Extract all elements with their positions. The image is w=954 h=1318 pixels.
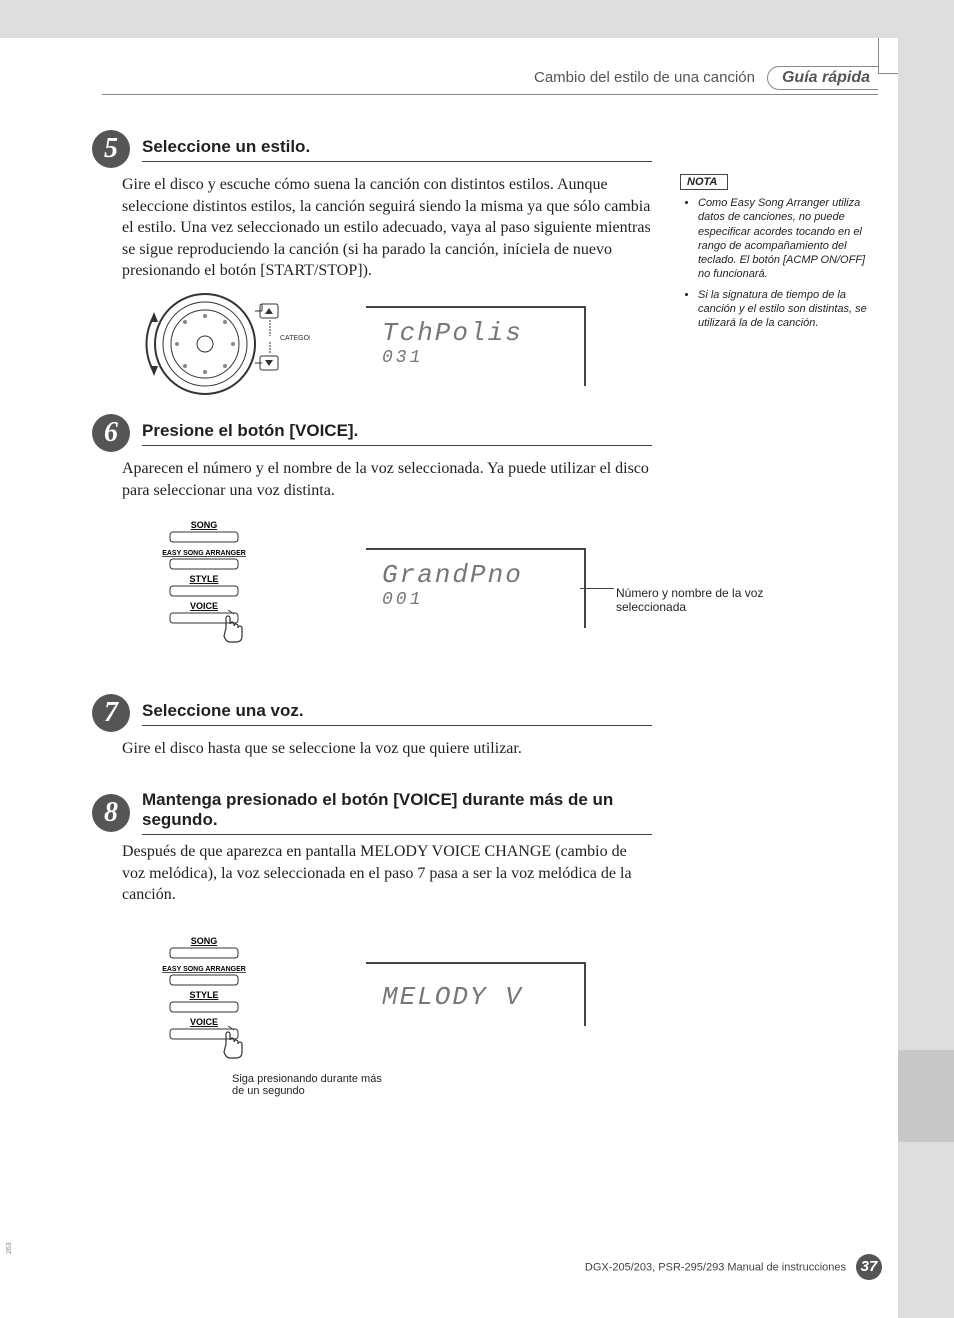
step-number-badge: 8 <box>92 794 130 832</box>
lcd-text-big: TchPolis <box>382 318 568 348</box>
dial-illustration: CATEGORY <box>140 286 310 411</box>
svg-text:SONG: SONG <box>191 520 218 530</box>
dial-category-label: CATEGORY <box>280 335 310 342</box>
svg-text:STYLE: STYLE <box>189 990 218 1000</box>
svg-text:EASY SONG ARRANGER: EASY SONG ARRANGER <box>162 550 246 557</box>
button-panel-illustration: SONG EASY SONG ARRANGER STYLE VOICE <box>152 518 272 653</box>
step-body: Gire el disco hasta que se seleccione la… <box>122 738 652 760</box>
side-number: 263 <box>6 1242 13 1254</box>
header-caption: Cambio del estilo de una canción <box>534 69 755 86</box>
page-header: Cambio del estilo de una canción Guía rá… <box>102 66 878 95</box>
step-body: Aparecen el número y el nombre de la voz… <box>122 458 652 501</box>
step-body: Gire el disco y escuche cómo suena la ca… <box>122 174 652 282</box>
button-panel-illustration: SONG EASY SONG ARRANGER STYLE VOICE Siga… <box>152 934 392 1097</box>
step-title: Presione el botón [VOICE]. <box>142 421 652 446</box>
step-number-badge: 5 <box>92 130 130 168</box>
step-6: 6 Presione el botón [VOICE]. Aparecen el… <box>92 414 652 501</box>
note-item: Como Easy Song Arranger utiliza datos de… <box>698 196 880 282</box>
page-number-badge: 37 <box>856 1254 882 1280</box>
step-title: Seleccione una voz. <box>142 701 652 726</box>
annotation-line <box>580 588 614 589</box>
step-number-badge: 7 <box>92 694 130 732</box>
step-number-badge: 6 <box>92 414 130 452</box>
lcd-display-style: TchPolis 031 <box>366 306 586 386</box>
lcd-text-small: 031 <box>382 348 568 368</box>
svg-text:VOICE: VOICE <box>190 601 218 611</box>
page-footer: DGX-205/203, PSR-295/293 Manual de instr… <box>102 1254 882 1280</box>
step-8: 8 Mantenga presionado el botón [VOICE] d… <box>92 790 652 906</box>
lcd-text-big: MELODY V <box>382 982 568 1012</box>
svg-text:SONG: SONG <box>191 936 218 946</box>
svg-text:STYLE: STYLE <box>189 574 218 584</box>
step-title: Seleccione un estilo. <box>142 137 652 162</box>
lcd-display-melody: MELODY V <box>366 962 586 1026</box>
hold-caption: Siga presionando durante más de un segun… <box>232 1073 392 1097</box>
header-pill: Guía rápida <box>767 66 878 90</box>
svg-text:VOICE: VOICE <box>190 1017 218 1027</box>
note-item: Si la signatura de tiempo de la canción … <box>698 288 880 331</box>
note-label: NOTA <box>680 174 728 190</box>
footer-text: DGX-205/203, PSR-295/293 Manual de instr… <box>585 1262 846 1274</box>
lcd-text-small: 001 <box>382 590 568 610</box>
lcd-text-big: GrandPno <box>382 560 568 590</box>
lcd-annotation: Número y nombre de la voz seleccionada <box>616 586 786 614</box>
svg-text:EASY SONG ARRANGER: EASY SONG ARRANGER <box>162 966 246 973</box>
lcd-display-voice: GrandPno 001 <box>366 548 586 628</box>
side-tab <box>898 1050 954 1142</box>
step-7: 7 Seleccione una voz. Gire el disco hast… <box>92 694 652 760</box>
corner-crop-mark <box>878 38 898 74</box>
step-5: 5 Seleccione un estilo. Gire el disco y … <box>92 130 652 282</box>
note-box: NOTA Como Easy Song Arranger utiliza dat… <box>680 172 880 337</box>
step-body: Después de que aparezca en pantalla MELO… <box>122 841 652 906</box>
step-title: Mantenga presionado el botón [VOICE] dur… <box>142 790 652 835</box>
